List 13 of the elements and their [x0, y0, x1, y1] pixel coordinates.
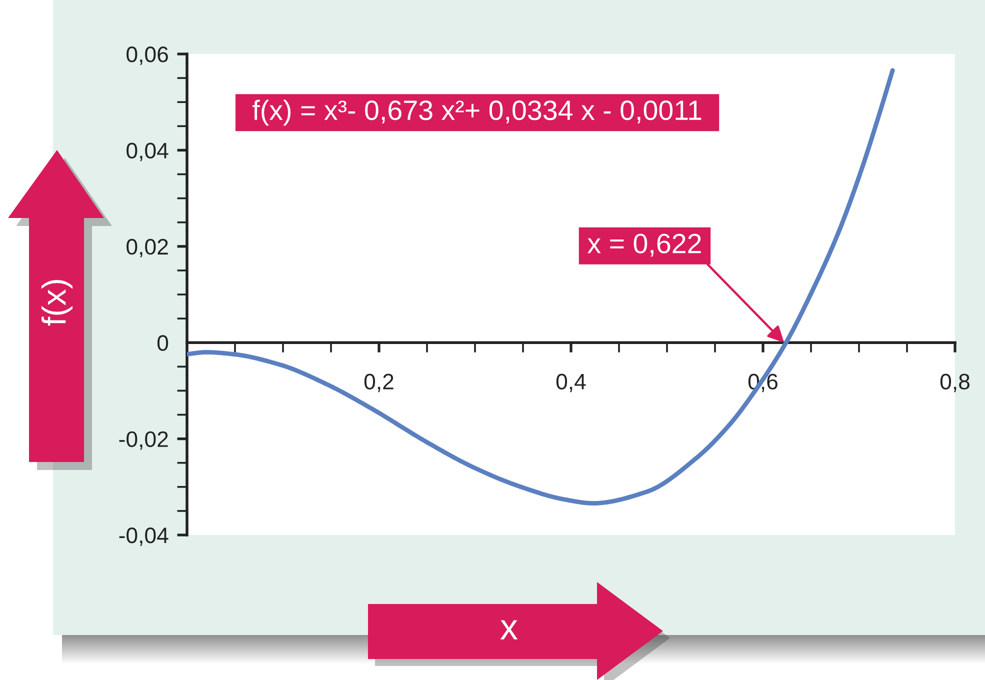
y-tick-label: 0,06	[126, 46, 168, 65]
y-tick-label: 0,02	[126, 238, 168, 258]
x-tick-label: 0,2	[364, 374, 394, 392]
annotation: f(x) = x³- 0,673 x²+ 0,0334 x - 0,0011	[252, 100, 702, 126]
y-tick-label: -0,04	[119, 528, 168, 546]
y-axis-title: f(x)	[41, 280, 73, 326]
x-tick-label: 0,8	[940, 374, 970, 392]
annotation: x = 0,622	[588, 234, 701, 257]
y-tick-label: -0,02	[119, 431, 168, 450]
x-axis-title: x	[500, 620, 518, 640]
y-tick-label: 0,04	[126, 142, 168, 162]
x-tick-label: 0,4	[556, 374, 586, 392]
y-tick-label: 0	[157, 335, 168, 351]
